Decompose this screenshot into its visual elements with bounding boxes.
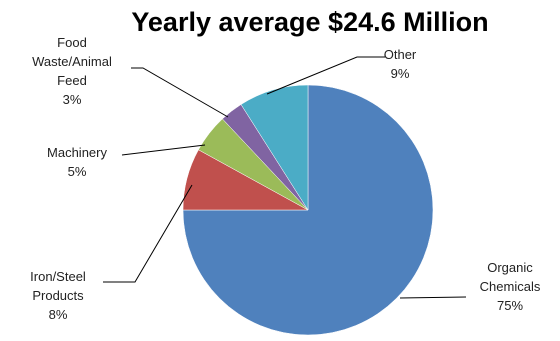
pie-slice-5 (240, 84, 309, 211)
slice-label-line: Other (384, 47, 417, 62)
leader-line-3 (121, 144, 206, 156)
leader-lines (103, 56, 467, 299)
slice-label-2: Iron/Steel Products 8% (30, 269, 86, 322)
leader-line-4 (131, 67, 229, 118)
slice-label-line: Machinery (47, 145, 107, 160)
slice-label-line: 9% (391, 66, 410, 81)
slice-label-4: Food Waste/Animal Feed 3% (32, 35, 112, 107)
pie-slice-1 (182, 84, 434, 336)
leader-line-2 (103, 184, 193, 283)
chart-title: Yearly average $24.6 Million (131, 7, 488, 37)
slice-label-line: Feed (57, 73, 87, 88)
pie-slices (182, 84, 434, 336)
slice-label-line: Organic (487, 260, 533, 275)
slice-label-line: Chemicals (480, 279, 541, 294)
leader-line-1 (399, 296, 467, 299)
slice-label-line: Food (57, 35, 87, 50)
slice-label-3: Machinery 5% (47, 145, 107, 179)
slice-label-line: Waste/Animal (32, 54, 112, 69)
slice-label-5: Other 9% (384, 47, 417, 81)
slice-label-line: 8% (49, 307, 68, 322)
slice-label-line: 3% (63, 92, 82, 107)
slice-label-line: 5% (68, 164, 87, 179)
slice-label-line: Iron/Steel (30, 269, 86, 284)
slice-label-line: 75% (497, 298, 523, 313)
leader-line-5 (266, 56, 385, 95)
slice-label-line: Products (32, 288, 84, 303)
slice-label-1: Organic Chemicals 75% (480, 260, 541, 313)
slice-labels: Organic Chemicals 75% Iron/Steel Products 8% M… (30, 35, 541, 322)
